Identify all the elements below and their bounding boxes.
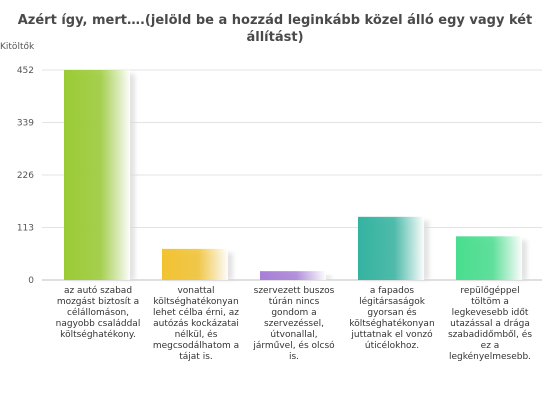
y-tick-label: 452 (17, 66, 34, 76)
x-category-label: szervezett buszos túrán nincs gondom a s… (253, 286, 335, 362)
chart-title: Azért így, mert….(jelöld be a hozzád leg… (17, 13, 533, 45)
y-tick-label: 226 (17, 171, 34, 181)
bar-1[interactable] (64, 70, 130, 280)
bar-2[interactable] (162, 248, 228, 280)
bar-3[interactable] (260, 271, 326, 280)
x-category-label: a fapados légitársaságok gyorsan és költ… (349, 286, 435, 351)
x-category-label: repülőgéppel töltöm a legkevesebb időt u… (447, 286, 533, 362)
y-tick-label: 0 (28, 276, 34, 286)
y-tick-label: 113 (17, 224, 34, 234)
x-category-label: vonattal költséghatékonyan lehet célba é… (152, 286, 240, 362)
y-axis-label: Kitöltők (0, 42, 35, 52)
x-category-label: az autó szabad mozgást biztosít a céláll… (55, 286, 141, 340)
bar-4[interactable] (358, 216, 424, 280)
bar-5[interactable] (456, 236, 522, 280)
y-tick-label: 339 (17, 119, 34, 129)
